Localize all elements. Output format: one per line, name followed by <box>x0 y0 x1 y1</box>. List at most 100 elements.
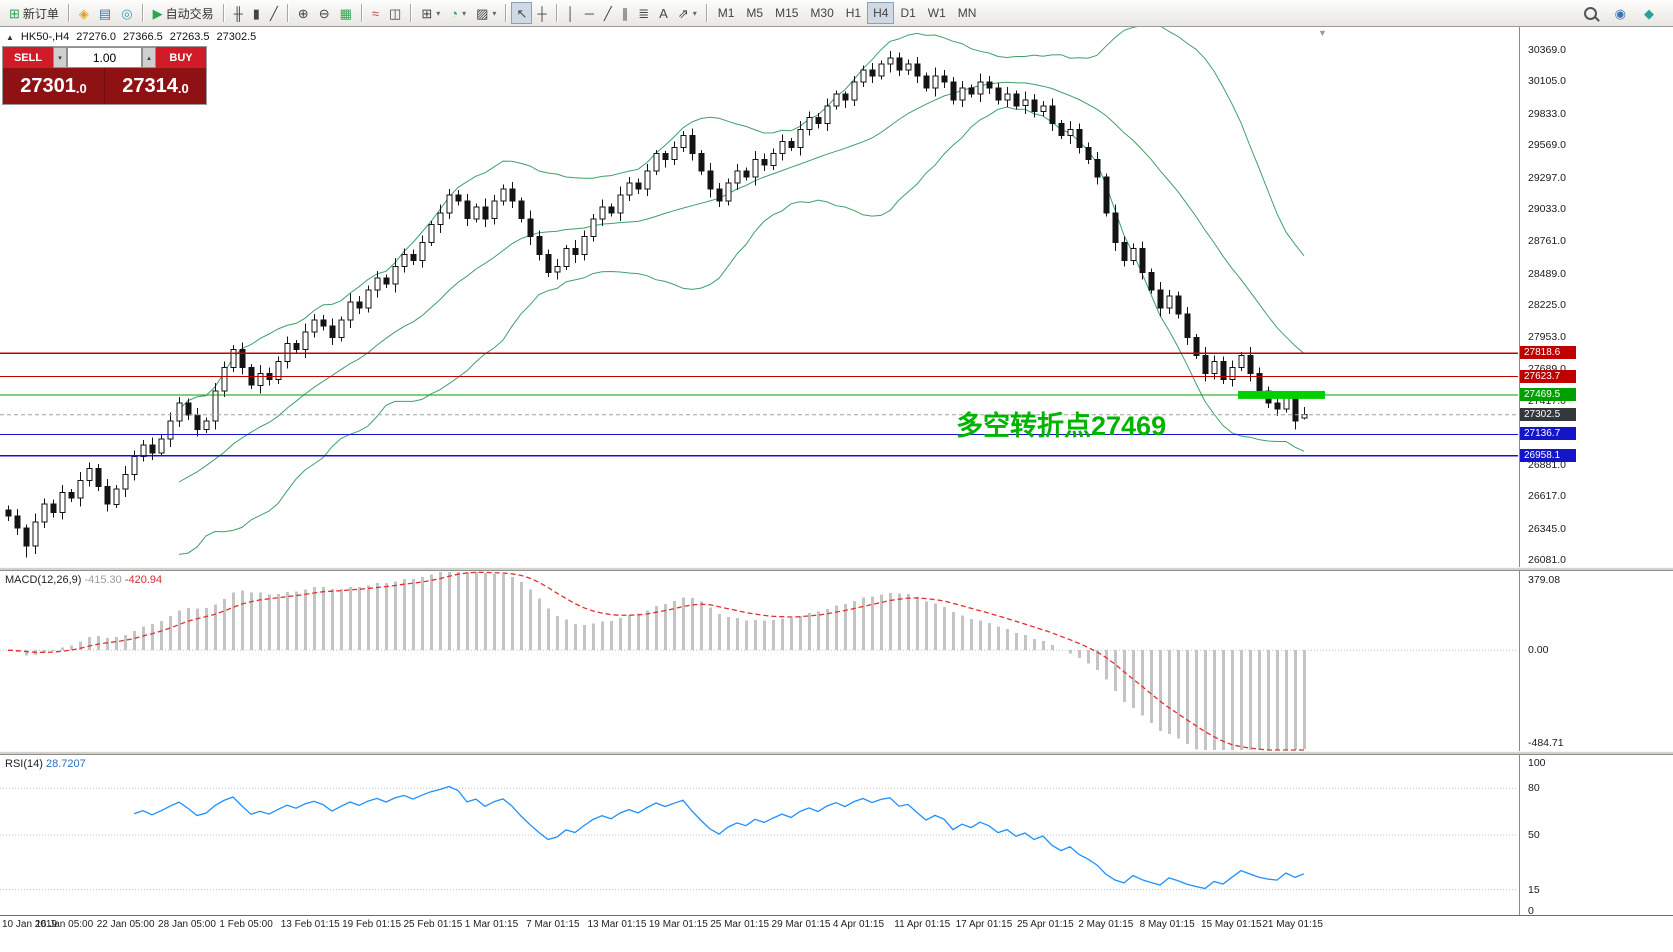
toolbar: ⊞ 新订单 ◈ ▤ ◎ ▶ 自动交易 ╫ ▮ ╱ ⊕ ⊖ ▦ ≈ ◫ ⊞ ▾ ◔ ▾ ▨ ▾ ↖ ┼ │ ─ ╱ ∥ ≣ A ⇗ ▾ M1 M5… <box>0 0 1673 27</box>
time-axis-label: 1 Feb 05:00 <box>219 919 273 930</box>
price-axis-label: 27953.0 <box>1528 331 1566 344</box>
market-watch-button[interactable]: ▤ <box>94 2 116 24</box>
tf-m5-button[interactable]: M5 <box>740 2 769 24</box>
line-chart-button[interactable]: ╱ <box>265 2 283 24</box>
tf-h1-button-label: H1 <box>845 6 862 20</box>
new-order-icon: ⊞ <box>9 5 20 21</box>
chart-shift-marker-icon: ▼ <box>1318 28 1327 38</box>
new-chart-button[interactable]: ⊞ ▾ <box>416 2 445 24</box>
price-axis-label: 28761.0 <box>1528 235 1566 248</box>
candlestick-series[interactable] <box>5 51 1308 558</box>
macd-label: MACD(12,26,9) -415.30 -420.94 <box>5 574 162 586</box>
main-chart-canvas[interactable] <box>0 27 1520 567</box>
text-button[interactable]: A <box>654 2 673 24</box>
macd-panel-divider[interactable] <box>0 567 1673 571</box>
volume-input[interactable] <box>67 47 142 68</box>
line-chart-icon: ╱ <box>269 5 278 21</box>
bar-chart-button[interactable]: ╫ <box>229 2 248 24</box>
vertical-line-button[interactable]: │ <box>562 2 580 24</box>
tile-windows-button[interactable]: ▦ <box>335 2 357 24</box>
time-axis-label: 13 Mar 01:15 <box>587 919 647 930</box>
volume-increase-button[interactable]: ▴ <box>142 47 156 68</box>
crosshair-button[interactable]: ┼ <box>532 2 551 24</box>
price-axis[interactable]: 30369.0 30105.0 29833.0 29569.0 29297.0 29033… <box>1519 27 1673 917</box>
new-chart-icon: ⊞ <box>421 5 433 21</box>
time-axis-label: 21 May 01:15 <box>1262 919 1323 930</box>
templates-button[interactable]: ▨ ▾ <box>471 2 501 24</box>
zoom-out-button[interactable]: ⊖ <box>314 2 335 24</box>
expand-trade-panel-icon[interactable]: ▲ <box>6 32 14 42</box>
price-tag-27469.5[interactable]: 27469.5 <box>1520 387 1576 401</box>
trendline-button[interactable]: ╱ <box>599 2 617 24</box>
price-tag-27623.7[interactable]: 27623.7 <box>1520 369 1576 383</box>
candlestick-chart-button[interactable]: ▮ <box>248 2 265 24</box>
macd-axis-label: -484.71 <box>1528 737 1564 749</box>
tf-h4-button[interactable]: H4 <box>867 2 895 24</box>
price-tag-27136.7[interactable]: 27136.7 <box>1520 427 1576 441</box>
current-price-tag[interactable]: 27302.5 <box>1520 407 1576 421</box>
tf-w1-button[interactable]: W1 <box>922 2 952 24</box>
period-selector-button[interactable]: ◔ ▾ <box>445 2 471 24</box>
search-button[interactable] <box>1579 2 1602 24</box>
sell-price[interactable]: 27301.0 <box>3 68 104 104</box>
chevron-down-icon: ▾ <box>692 8 697 18</box>
macd-panel-canvas[interactable] <box>0 571 1520 751</box>
bar-chart-icon: ╫ <box>233 5 243 21</box>
turning-point-annotation[interactable]: 多空转折点27469 <box>956 411 1167 441</box>
time-axis[interactable]: 10 Jan 2019 16 Jan 05:00 22 Jan 05:00 28 Ja… <box>0 915 1673 932</box>
buy-price[interactable]: 27314.0 <box>104 68 206 104</box>
new-order-button[interactable]: ⊞ 新订单 <box>4 2 64 24</box>
indicators-button[interactable]: ≈ <box>367 2 384 24</box>
price-axis-label: 26081.0 <box>1528 554 1566 566</box>
sell-button[interactable]: SELL <box>3 47 53 68</box>
price-axis-label: 28225.0 <box>1528 299 1566 311</box>
horizontal-line-button[interactable]: ─ <box>580 2 599 24</box>
tf-m15-button[interactable]: M15 <box>769 2 804 24</box>
rsi-panel-canvas[interactable] <box>0 755 1520 915</box>
price-tag-27818.6[interactable]: 27818.6 <box>1520 346 1576 360</box>
navigator-button[interactable]: ◎ <box>116 2 137 24</box>
profiles-icon: ◈ <box>78 5 89 21</box>
community-button[interactable]: ◉ <box>1610 2 1631 24</box>
price-axis-label: 29569.0 <box>1528 139 1566 152</box>
tf-mn-button[interactable]: MN <box>952 2 983 24</box>
tf-m1-button-label: M1 <box>717 6 735 20</box>
price-axis-label: 30105.0 <box>1528 75 1566 88</box>
one-click-trading-panel: SELL ▾ ▴ BUY 27301.0 27314.0 <box>2 46 207 105</box>
open-value: 27276.0 <box>76 31 116 43</box>
time-axis-label: 1 Mar 01:15 <box>464 919 519 930</box>
zoom-in-button[interactable]: ⊕ <box>293 2 314 24</box>
fibonacci-button[interactable]: ≣ <box>633 2 654 24</box>
volume-decrease-button[interactable]: ▾ <box>53 47 67 68</box>
arrows-button[interactable]: ⇗ ▾ <box>673 2 702 24</box>
rsi-title: RSI(14) <box>5 758 43 770</box>
toolbar-separator <box>67 4 70 22</box>
time-axis-label: 25 Apr 01:15 <box>1016 919 1074 930</box>
high-value: 27366.5 <box>122 31 163 43</box>
tf-m5-button-label: M5 <box>746 6 764 20</box>
metaquotes-button[interactable]: ◆ <box>1639 2 1659 24</box>
time-axis-label: 28 Jan 05:00 <box>158 919 216 930</box>
equidistant-channel-button[interactable]: ∥ <box>617 2 634 24</box>
highlight-rectangle[interactable] <box>1238 390 1325 399</box>
time-axis-label: 11 Apr 01:15 <box>894 919 951 930</box>
toolbar-separator <box>222 4 225 22</box>
toolbar-separator <box>286 4 289 22</box>
tf-d1-button[interactable]: D1 <box>894 2 921 24</box>
autotrading-button[interactable]: ▶ 自动交易 <box>148 2 219 24</box>
tf-m1-button[interactable]: M1 <box>712 2 741 24</box>
rsi-panel-divider[interactable] <box>0 751 1673 755</box>
price-tag-26958.1[interactable]: 26958.1 <box>1520 448 1576 462</box>
rsi-axis-label: 80 <box>1528 782 1540 795</box>
cursor-button[interactable]: ↖ <box>511 2 533 24</box>
toolbar-separator <box>360 4 363 22</box>
profiles-button[interactable]: ◈ <box>74 2 94 24</box>
tf-m30-button[interactable]: M30 <box>804 2 839 24</box>
price-axis-label: 26617.0 <box>1528 490 1566 503</box>
arrange-windows-button[interactable]: ◫ <box>384 2 406 24</box>
buy-price-main: 27314 <box>122 74 178 97</box>
tf-h1-button[interactable]: H1 <box>840 2 867 24</box>
templates-icon: ▨ <box>476 5 489 21</box>
buy-button[interactable]: BUY <box>156 47 206 68</box>
